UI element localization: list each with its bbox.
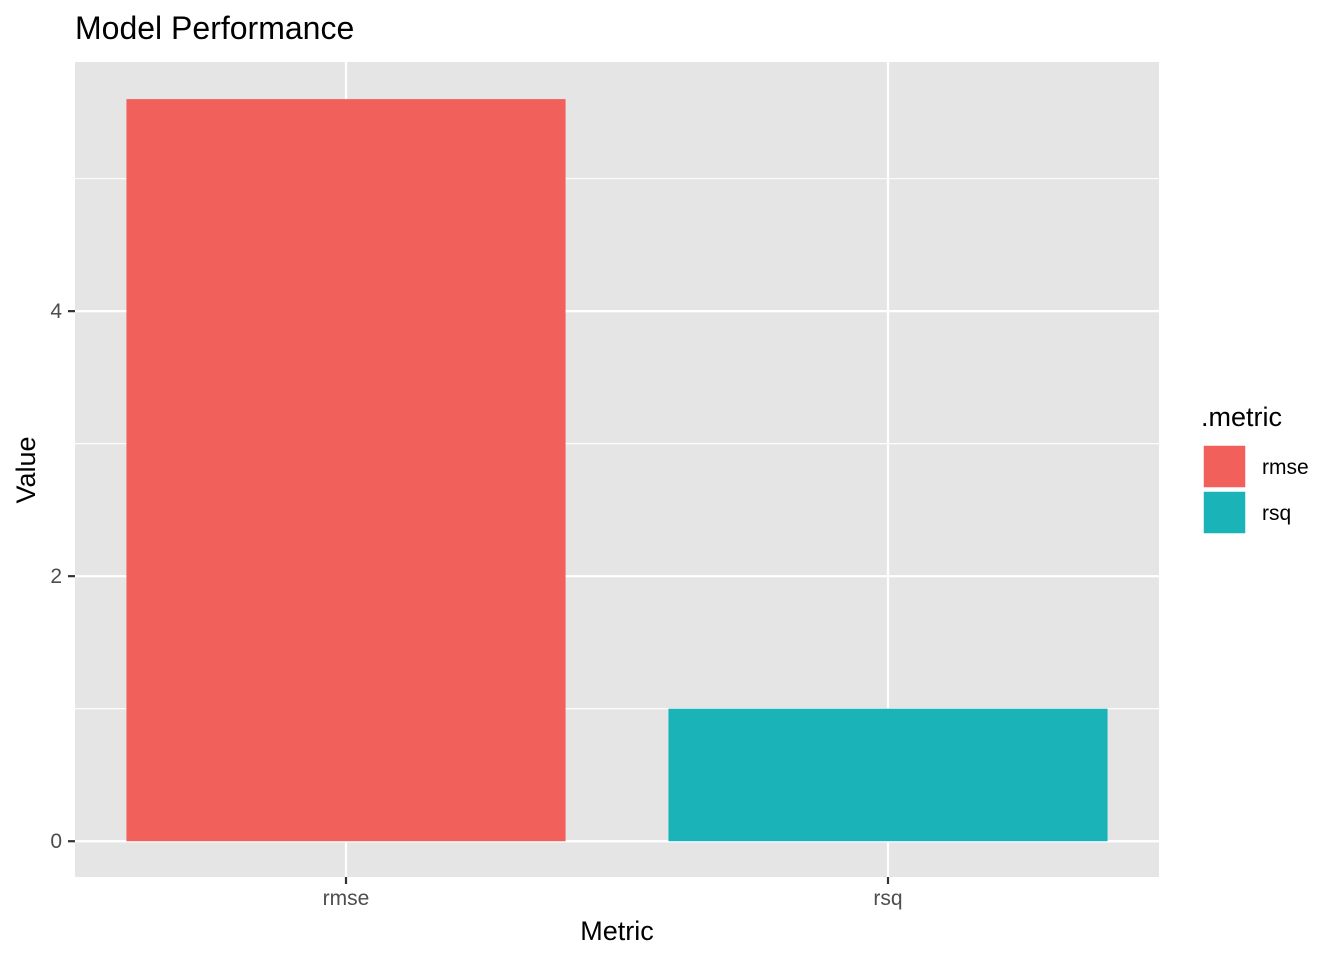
- y-tick-label: 4: [50, 300, 62, 323]
- chart-title: Model Performance: [75, 10, 354, 46]
- x-tick-label: rsq: [873, 887, 902, 910]
- legend-key-rmse: [1202, 444, 1247, 489]
- x-axis: rmse rsq: [323, 877, 903, 910]
- legend-label-rsq: rsq: [1262, 502, 1291, 525]
- y-tick-label: 0: [50, 830, 62, 853]
- legend-items: rmse rsq: [1202, 444, 1309, 535]
- legend-key-rsq: [1202, 490, 1247, 535]
- x-axis-title: Metric: [580, 916, 654, 946]
- legend: .metric rmse rsq: [1201, 402, 1309, 535]
- y-axis-title: Value: [11, 436, 41, 503]
- bar-rmse: [126, 99, 566, 842]
- legend-title: .metric: [1201, 402, 1282, 432]
- bars: [126, 99, 1108, 842]
- y-axis: 0 2 4: [50, 300, 75, 853]
- y-tick-label: 2: [50, 565, 62, 588]
- x-tick-label: rmse: [323, 887, 370, 910]
- bar-rsq: [668, 708, 1108, 842]
- legend-label-rmse: rmse: [1262, 456, 1309, 479]
